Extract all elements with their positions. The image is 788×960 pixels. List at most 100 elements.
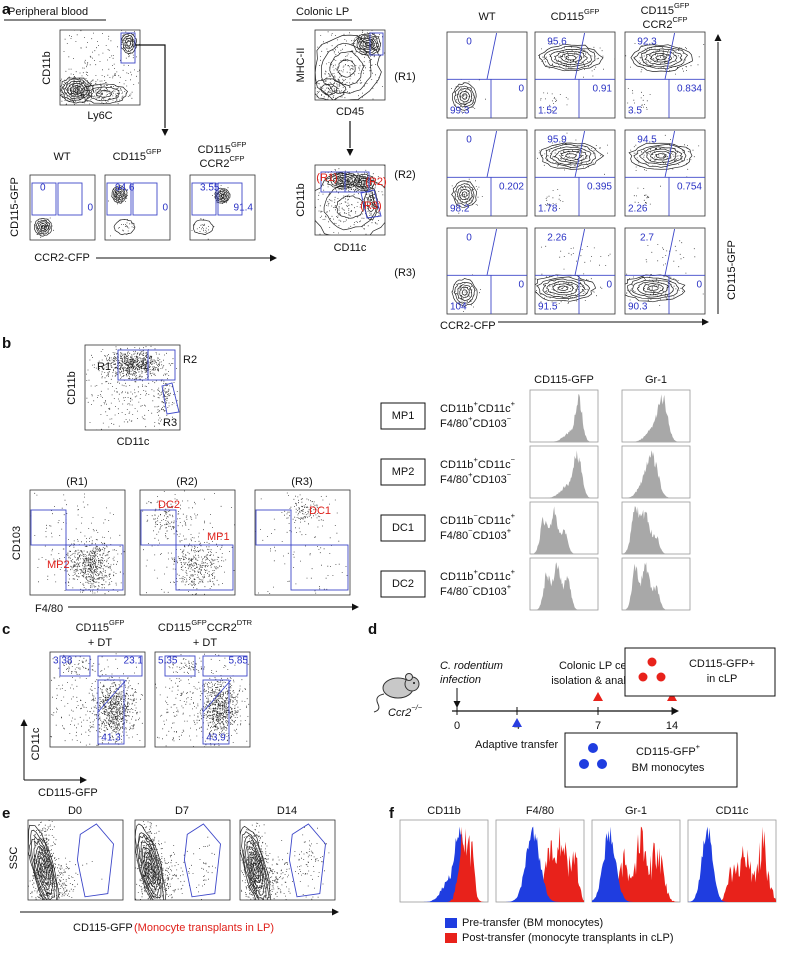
plot-frame bbox=[254, 489, 351, 596]
contour bbox=[38, 857, 48, 880]
gate-value: 95.9 bbox=[547, 135, 567, 146]
contour bbox=[565, 153, 577, 159]
gate bbox=[290, 544, 349, 591]
population-box bbox=[380, 458, 426, 486]
cell bbox=[579, 759, 589, 769]
plot-frame bbox=[154, 651, 251, 748]
contour bbox=[352, 32, 382, 56]
gate-value: 0 bbox=[466, 37, 472, 48]
column-header: D7 bbox=[175, 805, 189, 817]
contour bbox=[649, 53, 673, 63]
column-header: + DT bbox=[193, 637, 217, 649]
superscript: − bbox=[507, 470, 512, 479]
mouse-tail bbox=[373, 693, 385, 713]
population-box bbox=[380, 514, 426, 542]
superscript: GFP bbox=[109, 618, 124, 627]
legend-swatch bbox=[445, 933, 457, 943]
gate bbox=[202, 679, 232, 713]
contour bbox=[625, 274, 686, 303]
contour bbox=[545, 144, 597, 168]
column-header: (R1) bbox=[66, 476, 87, 488]
contour bbox=[542, 278, 586, 298]
gate-label: R1 bbox=[97, 361, 111, 373]
population-label: MP2 bbox=[47, 559, 70, 571]
contour bbox=[325, 171, 361, 190]
contour bbox=[643, 283, 664, 293]
gate bbox=[65, 544, 124, 591]
gate bbox=[175, 544, 234, 591]
contour bbox=[451, 278, 478, 308]
contour bbox=[247, 846, 264, 889]
text-part: CD115 bbox=[198, 144, 231, 156]
text-part: CCR2 bbox=[207, 622, 237, 634]
events bbox=[255, 492, 348, 594]
contour bbox=[536, 276, 591, 300]
x-axis-label: CCR2-CFP bbox=[440, 320, 496, 332]
gate-value: 90.3 bbox=[628, 302, 648, 313]
arrow-head bbox=[672, 707, 679, 715]
plot-content bbox=[625, 240, 704, 306]
contour bbox=[113, 219, 136, 236]
gate-value: 0 bbox=[87, 203, 93, 214]
contour bbox=[628, 142, 693, 170]
contour bbox=[539, 43, 604, 72]
gate bbox=[97, 679, 127, 713]
contour bbox=[28, 824, 60, 900]
y-axis-label: CD11c bbox=[30, 727, 42, 760]
gate bbox=[664, 130, 676, 178]
cell bbox=[597, 759, 607, 769]
contour bbox=[335, 195, 365, 219]
gate-value: 94.6 bbox=[115, 183, 135, 194]
contour bbox=[251, 856, 260, 880]
population-label: DC1 bbox=[309, 505, 331, 517]
histogram bbox=[688, 826, 776, 902]
x-axis-label: CD11c bbox=[334, 242, 367, 254]
population-name: MP2 bbox=[392, 466, 415, 478]
superscript: −/− bbox=[411, 703, 422, 712]
arrow-head bbox=[270, 254, 277, 262]
histogram bbox=[400, 826, 488, 902]
gate-value: 41.3 bbox=[101, 733, 121, 744]
gate bbox=[288, 823, 326, 898]
contour bbox=[451, 180, 477, 208]
text-part: CD11b bbox=[440, 403, 473, 415]
gate bbox=[574, 130, 586, 178]
superscript: CFP bbox=[672, 15, 687, 24]
gate-label: R2 bbox=[183, 354, 197, 366]
population-label: DC2 bbox=[158, 499, 180, 511]
contour bbox=[34, 218, 52, 237]
text-part: CD11c bbox=[478, 459, 511, 471]
plot-frame bbox=[29, 489, 126, 596]
section-title: Colonic LP bbox=[296, 6, 349, 18]
contour bbox=[241, 831, 270, 900]
recipient: in cLP bbox=[707, 673, 738, 685]
gate-label: R3 bbox=[163, 417, 177, 429]
contour bbox=[29, 829, 58, 900]
contour bbox=[461, 289, 468, 296]
text-part: CD11b bbox=[440, 515, 473, 527]
plot-content bbox=[108, 185, 136, 237]
contour bbox=[646, 148, 676, 163]
contour bbox=[459, 286, 470, 299]
plot-content bbox=[60, 30, 140, 105]
text-part: F4/80 bbox=[440, 418, 468, 430]
contour bbox=[33, 840, 53, 896]
superscript: + bbox=[473, 455, 478, 464]
gate bbox=[486, 228, 498, 276]
plot-content bbox=[142, 490, 235, 595]
contour bbox=[39, 223, 48, 231]
text-part: CD11c bbox=[478, 515, 511, 527]
plot-content bbox=[538, 41, 615, 112]
contour bbox=[64, 80, 89, 100]
phenotype: CD11b+CD11c+ bbox=[440, 567, 516, 582]
contour bbox=[117, 192, 122, 197]
gate bbox=[574, 32, 586, 80]
phenotype: F4/80−CD103+ bbox=[440, 582, 512, 597]
contour bbox=[459, 91, 471, 103]
contour bbox=[636, 281, 669, 296]
plot-frame bbox=[534, 31, 616, 119]
text-part: CD115 bbox=[551, 11, 584, 23]
column-header: CD115GFP bbox=[551, 7, 600, 22]
column-header: (R2) bbox=[176, 476, 197, 488]
contour bbox=[135, 823, 167, 900]
